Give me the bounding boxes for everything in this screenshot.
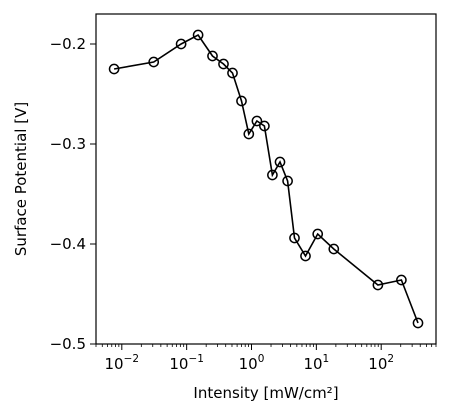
x-tick-label: 10−2 (105, 353, 140, 373)
x-axis-label: Intensity [mW/cm²] (193, 384, 338, 402)
x-tick-label: 100 (239, 353, 265, 373)
data-point (289, 232, 300, 244)
data-point (396, 274, 407, 286)
data-point (243, 128, 255, 140)
data-point (251, 115, 263, 127)
data-point (236, 95, 247, 107)
data-point (175, 38, 187, 50)
data-point (259, 120, 270, 132)
data-point (312, 228, 324, 240)
data-point (148, 56, 160, 68)
y-tick-label: −0.4 (50, 235, 86, 253)
y-tick-label: −0.2 (50, 35, 86, 53)
plot-frame (95, 13, 437, 345)
x-tick-label: 101 (303, 353, 329, 373)
x-tick-label: 102 (368, 353, 394, 373)
y-axis: −0.2 −0.3 −0.4 −0.5 (50, 35, 96, 353)
data-point (227, 67, 238, 79)
x-tick-label: 10−1 (169, 353, 204, 373)
y-tick-label: −0.3 (50, 135, 86, 153)
data-point (412, 317, 424, 329)
data-point (300, 250, 311, 262)
data-point (282, 175, 293, 187)
y-axis-label: Surface Potential [V] (12, 102, 30, 256)
data-point (207, 50, 218, 62)
data-point (274, 156, 286, 168)
x-axis: 10−2 10−1 100 101 102 (95, 344, 437, 373)
data-point (267, 169, 278, 181)
data-points (108, 29, 424, 329)
data-point (108, 63, 120, 75)
data-point (218, 58, 229, 70)
y-tick-label: −0.5 (50, 335, 86, 353)
series-line (113, 33, 419, 324)
data-point (192, 29, 204, 41)
data-point (372, 279, 384, 291)
data-point (328, 243, 340, 255)
